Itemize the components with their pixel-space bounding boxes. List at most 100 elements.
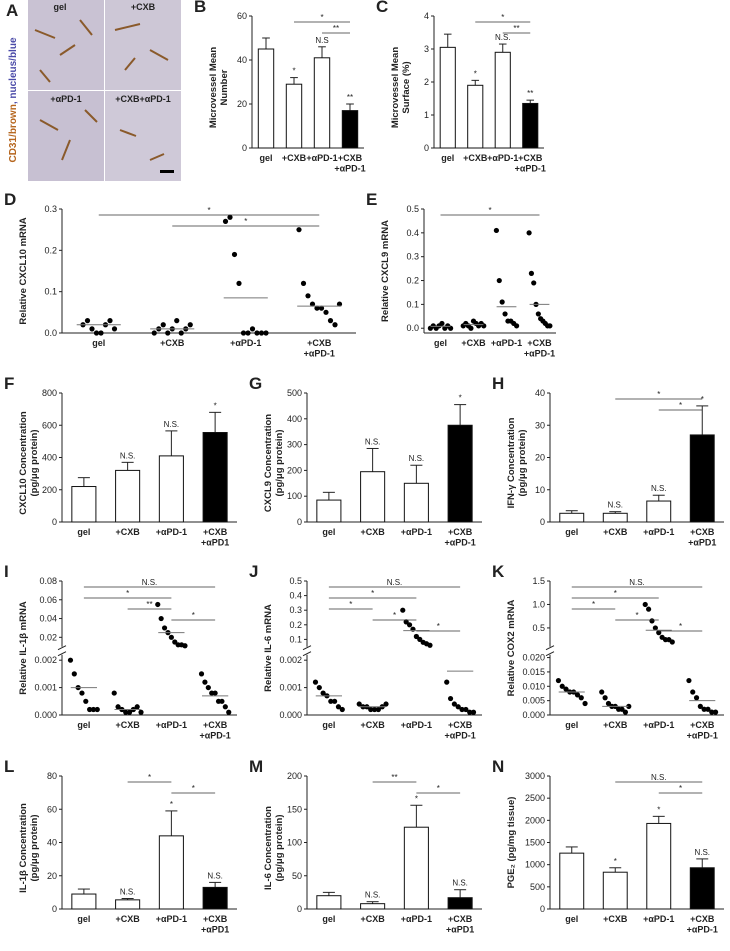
- y-tick-label: 300: [287, 440, 302, 450]
- data-point: [314, 305, 320, 311]
- data-point: [649, 618, 655, 624]
- significance-label: N.S.: [651, 773, 667, 782]
- bar: [115, 899, 141, 910]
- panel-letter: G: [249, 374, 262, 393]
- significance-label: *: [437, 622, 440, 631]
- significance-label: *: [192, 784, 195, 793]
- x-tick-label: +CXB +αPD-1: [334, 153, 365, 173]
- significance-label: N.S.: [365, 437, 381, 446]
- significance-label: *: [657, 390, 660, 399]
- x-tick-label: gel: [92, 338, 105, 348]
- bar: [158, 455, 184, 523]
- data-point: [709, 709, 715, 715]
- data-point: [231, 251, 238, 258]
- bar: [689, 434, 715, 523]
- data-point: [226, 709, 232, 715]
- x-tick-label: +CXB: [463, 153, 488, 163]
- data-point: [467, 709, 473, 715]
- bar: [360, 903, 386, 910]
- x-tick-label: +CXB +αPD-1: [444, 527, 475, 547]
- data-point: [98, 330, 104, 336]
- y-tick-label: 0.3: [44, 204, 57, 214]
- significance-label: *: [488, 206, 491, 215]
- data-point: [79, 690, 85, 696]
- data-point: [134, 704, 140, 710]
- panel-letter: B: [194, 0, 206, 16]
- micrograph: [105, 0, 181, 90]
- y-tick-label: 150: [287, 804, 302, 814]
- data-point: [249, 326, 256, 332]
- bar: [447, 424, 473, 523]
- significance-label: **: [333, 24, 339, 33]
- data-point: [701, 706, 707, 712]
- significance-label: *: [635, 611, 638, 620]
- y-tick-label: 0.000: [279, 710, 302, 720]
- x-tick-label: +αPD-1: [156, 914, 187, 924]
- y-tick-label: 0.4: [406, 228, 419, 238]
- y-tick-label: 200: [287, 771, 302, 781]
- data-point: [455, 704, 461, 710]
- data-point: [528, 270, 535, 276]
- data-point: [67, 657, 74, 663]
- data-point: [323, 309, 329, 315]
- significance-label: *: [292, 67, 295, 76]
- y-tick-label: 0: [540, 517, 545, 527]
- x-tick-label: +αPD-1: [401, 527, 432, 537]
- data-point: [240, 330, 247, 336]
- y-tick-label: 1: [424, 110, 429, 120]
- y-tick-label: 2000: [525, 815, 545, 825]
- data-point: [332, 698, 338, 704]
- significance-label: *: [437, 784, 440, 793]
- y-axis-label: IFN-γ Concentration(pg/μg protein): [506, 417, 528, 508]
- panel-letter: D: [4, 190, 16, 209]
- y-tick-label: 0.5: [289, 576, 302, 586]
- significance-label: *: [614, 589, 617, 598]
- data-point: [138, 709, 144, 715]
- x-tick-label: +CXB: [115, 914, 140, 924]
- y-tick-label: 0.1: [44, 287, 57, 297]
- data-point: [305, 293, 311, 299]
- data-point: [339, 706, 345, 713]
- data-point: [178, 330, 184, 336]
- axis-break: [57, 645, 67, 651]
- data-point: [444, 679, 450, 685]
- y-axis-label: Relative IL-1β mRNA: [18, 601, 29, 695]
- y-tick-label: 200: [42, 485, 57, 495]
- axis-break: [57, 651, 67, 657]
- significance-label: *: [459, 394, 462, 403]
- y-tick-label: 600: [42, 420, 57, 430]
- bar: [689, 867, 715, 910]
- y-tick-label: 100: [287, 491, 302, 501]
- x-tick-label: +CXB: [360, 720, 385, 730]
- vessel-stain: [34, 19, 169, 161]
- data-point: [123, 709, 129, 715]
- bar: [202, 886, 228, 910]
- data-point: [158, 615, 164, 622]
- data-point: [451, 701, 457, 707]
- micrograph: [105, 91, 181, 181]
- panel-letter: A: [6, 1, 18, 20]
- data-point: [459, 706, 465, 713]
- x-tick-label: +CXB +αPD-1: [199, 720, 230, 740]
- y-tick-label: 30: [535, 420, 545, 430]
- y-tick-label: 800: [42, 388, 57, 398]
- y-axis-label: PGE₂ (pg/mg tissue): [506, 797, 517, 889]
- y-tick-label: 80: [47, 771, 57, 781]
- y-tick-label: 0: [242, 143, 247, 153]
- panel-letter: N: [492, 757, 504, 776]
- y-tick-label: 3000: [525, 771, 545, 781]
- data-point: [160, 322, 166, 328]
- x-tick-label: +CXB: [160, 338, 185, 348]
- x-tick-label: +αPD-1: [401, 914, 432, 924]
- significance-label: *: [320, 13, 323, 22]
- axis-break: [302, 651, 312, 657]
- data-point: [468, 325, 474, 331]
- y-tick-label: 0.3: [406, 252, 419, 262]
- significance-label: *: [679, 622, 682, 631]
- significance-label: N.S.: [409, 454, 425, 463]
- axis-break: [545, 645, 555, 651]
- bar: [285, 83, 303, 149]
- x-tick-label: +αPD-1: [491, 338, 522, 348]
- x-tick-label: +CXB: [115, 527, 140, 537]
- x-tick-label: +CXB: [360, 527, 385, 537]
